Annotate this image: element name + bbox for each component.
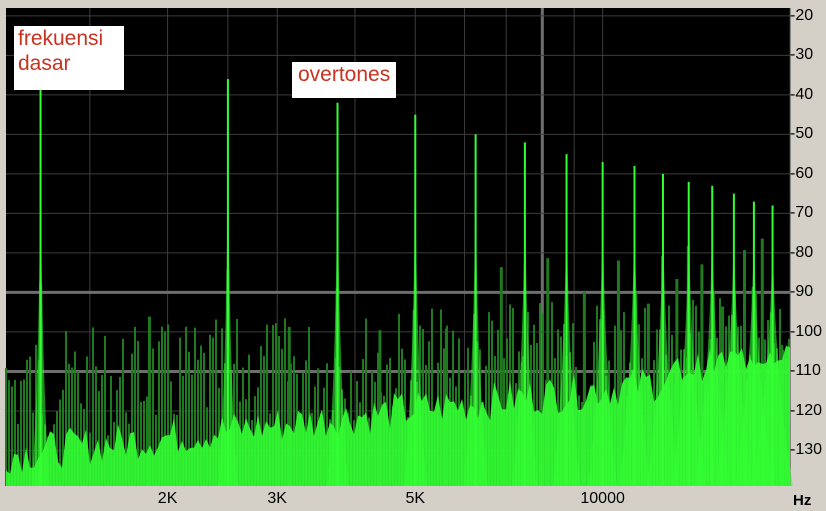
y-tick-label: -110: [790, 362, 821, 380]
x-tick-label: 10000: [580, 490, 625, 507]
y-tick-label: -80: [790, 243, 814, 261]
y-tick-label: -20: [790, 6, 814, 24]
x-tick-label: 2K: [157, 490, 178, 507]
y-tick-label: -60: [790, 164, 814, 182]
y-tick-label: -130: [790, 441, 823, 459]
x-axis-unit: Hz: [793, 492, 812, 509]
y-tick-label: -70: [790, 204, 814, 222]
x-tick-label: 3K: [267, 490, 287, 507]
y-tick-label: -50: [790, 125, 814, 143]
x-tick-label: 5K: [405, 490, 426, 507]
y-tick-label: -30: [790, 46, 814, 64]
y-tick-label: -90: [790, 283, 814, 301]
y-tick-label: -40: [790, 85, 814, 103]
fundamental-annotation: frekuensi dasar: [14, 26, 124, 90]
overtones-annotation: overtones: [292, 62, 397, 98]
y-tick-label: -100: [790, 322, 823, 340]
y-tick-label: -120: [790, 401, 823, 419]
